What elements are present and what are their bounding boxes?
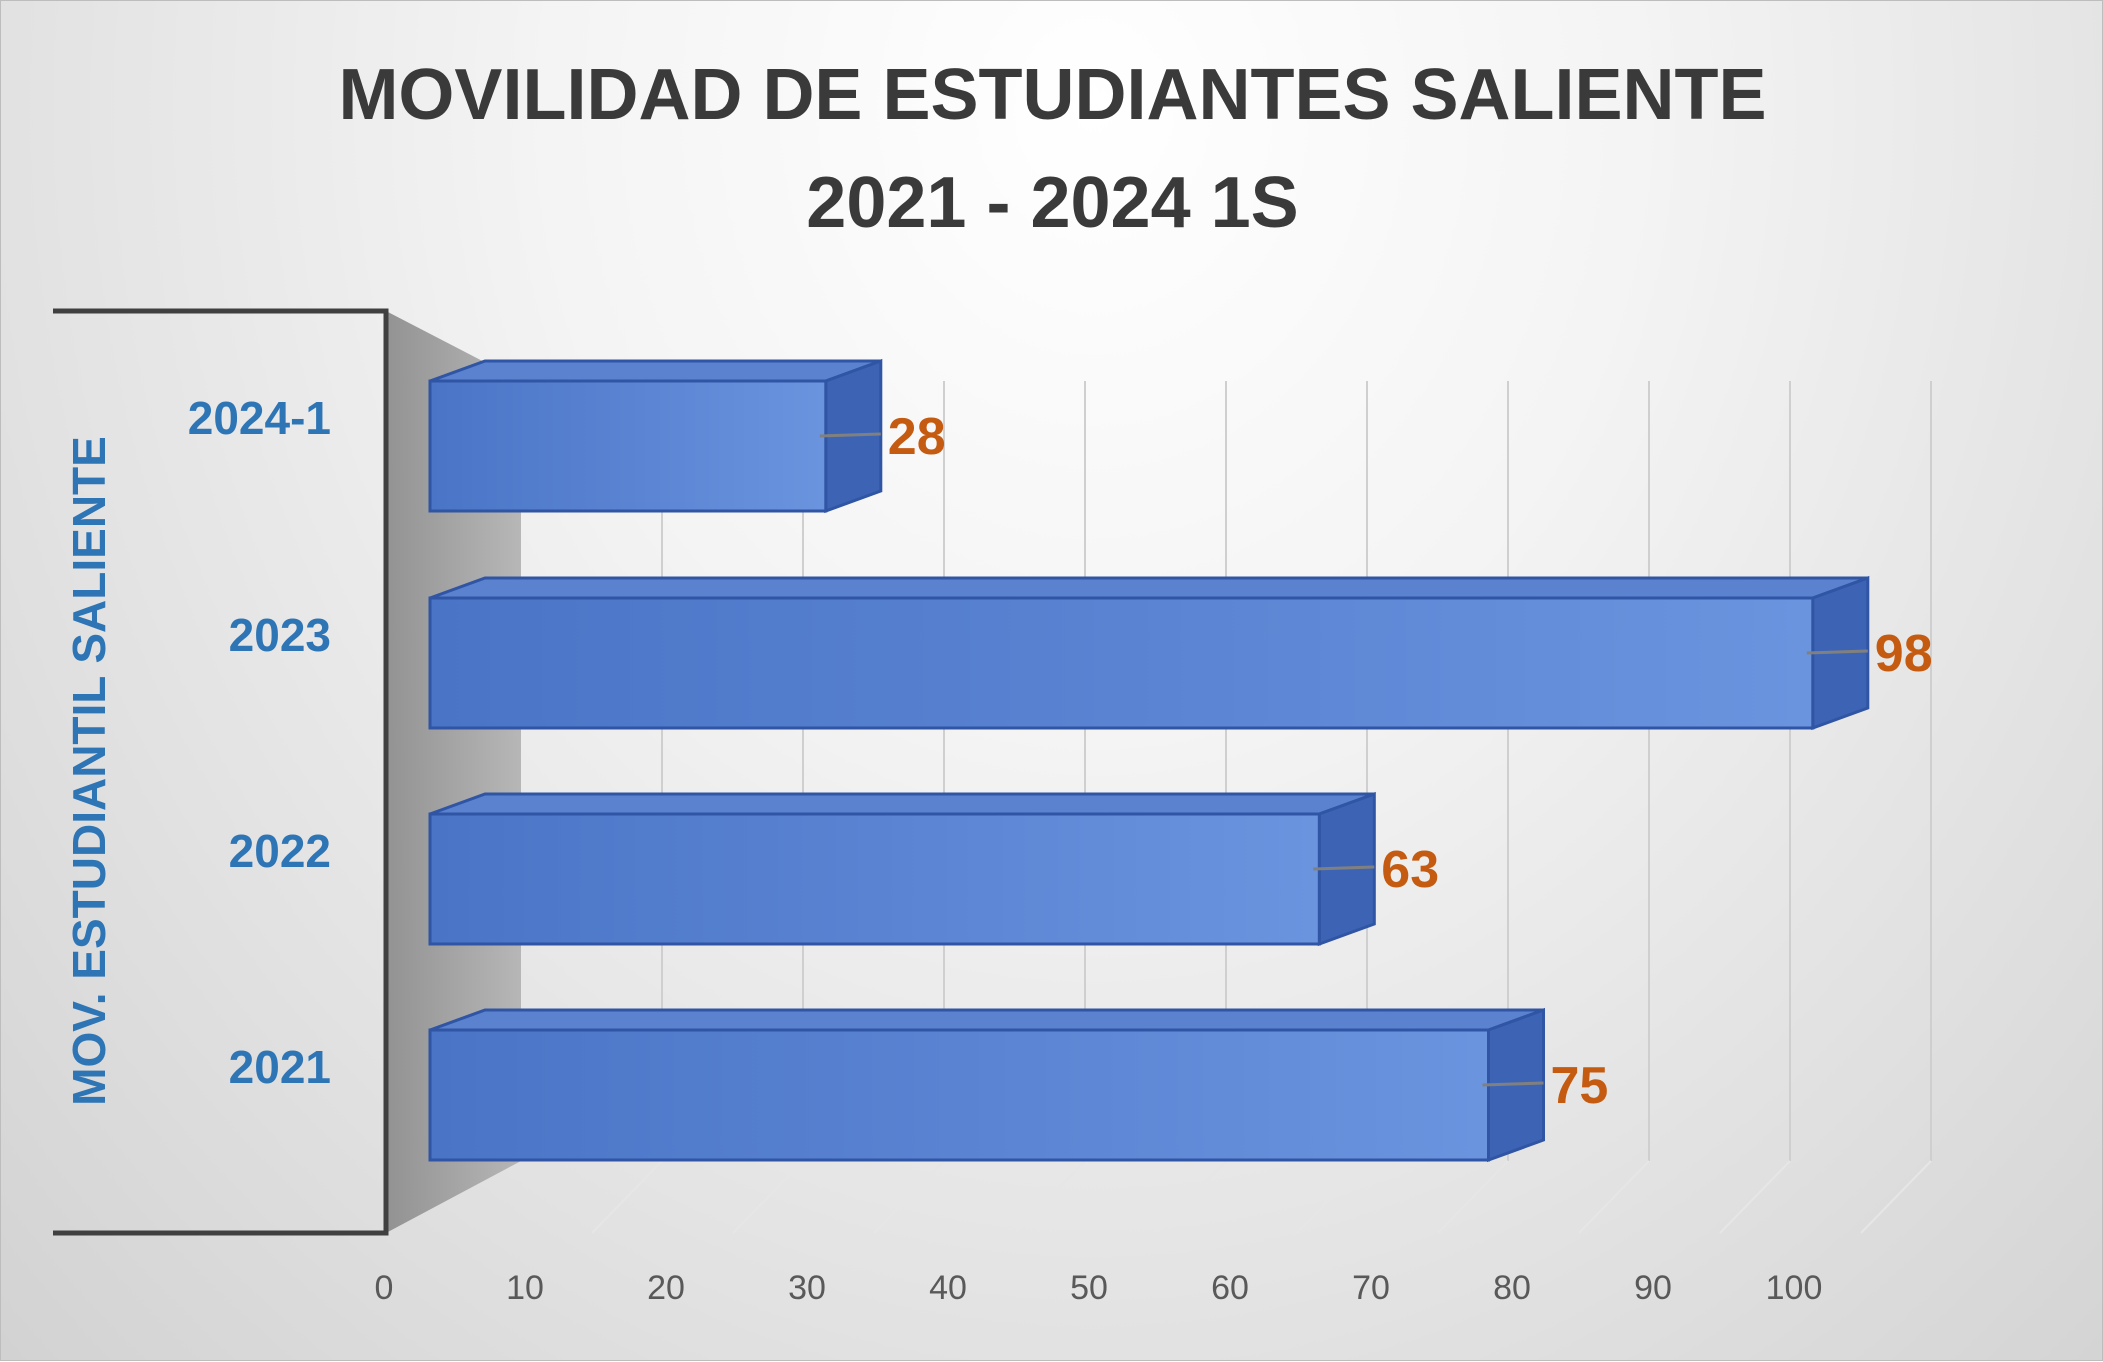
bar-top-face (429, 359, 882, 383)
value-label: 28 (888, 408, 946, 466)
x-tick-label: 70 (1352, 1269, 1390, 1307)
bar-top-face (429, 576, 1869, 600)
x-tick-label: 50 (1070, 1269, 1108, 1307)
floor-gridline-40 (1014, 1160, 1086, 1234)
bar-2021 (428, 1007, 1545, 1163)
x-tick-label: 10 (506, 1269, 544, 1307)
floor-gridline-50 (1155, 1160, 1227, 1234)
y-axis-title: MOV. ESTUDIANTIL SALIENTE (63, 436, 115, 1106)
bar-front-face (428, 379, 828, 513)
floor-gridline-10 (591, 1160, 663, 1234)
x-tick-label: 90 (1634, 1269, 1672, 1307)
chart-title-line-1: MOVILIDAD DE ESTUDIANTES SALIENTE (338, 55, 1767, 135)
value-label: 98 (1875, 625, 1933, 683)
x-tick-label: 0 (375, 1269, 394, 1307)
bar-front-face (428, 812, 1321, 946)
value-leader-line (819, 432, 881, 438)
x-tick-label: 20 (647, 1269, 685, 1307)
x-tick-label: 80 (1493, 1269, 1531, 1307)
floor-gridline-80 (1578, 1160, 1650, 1234)
x-tick-label: 100 (1766, 1269, 1823, 1307)
chart-title: MOVILIDAD DE ESTUDIANTES SALIENTE 2021 -… (1, 41, 2103, 257)
floor-gridline-90 (1719, 1160, 1791, 1234)
x-tick-label: 30 (788, 1269, 826, 1307)
bar-top-face (429, 792, 1375, 816)
bar-top-face (429, 1008, 1545, 1032)
category-label: 2024-1 (188, 392, 331, 444)
bar-front-face (428, 1028, 1490, 1162)
y-axis-bracket (53, 308, 389, 1236)
floor-gridline-30 (873, 1160, 945, 1234)
chart-title-line-2: 2021 - 2024 1S (806, 163, 1299, 243)
side-wall (386, 311, 521, 1233)
category-label: 2022 (229, 825, 331, 877)
value-label: 63 (1381, 841, 1439, 899)
category-label: 2021 (229, 1041, 331, 1093)
category-label: 2023 (229, 609, 331, 661)
x-tick-label: 40 (929, 1269, 967, 1307)
value-leader-line (1806, 649, 1868, 655)
floor-gridline-70 (1437, 1160, 1509, 1234)
bar-2023 (428, 575, 1870, 731)
value-leader-line (1313, 865, 1375, 871)
floor-gridline-100 (1860, 1160, 1932, 1234)
value-leader-line (1482, 1081, 1544, 1087)
value-label: 75 (1551, 1057, 1609, 1115)
bar-2022 (428, 791, 1376, 947)
floor-gridline-20 (732, 1160, 804, 1234)
floor-gridline-60 (1296, 1160, 1368, 1234)
bar-2024-1 (428, 358, 883, 514)
x-tick-label: 60 (1211, 1269, 1249, 1307)
bar-front-face (428, 596, 1815, 730)
